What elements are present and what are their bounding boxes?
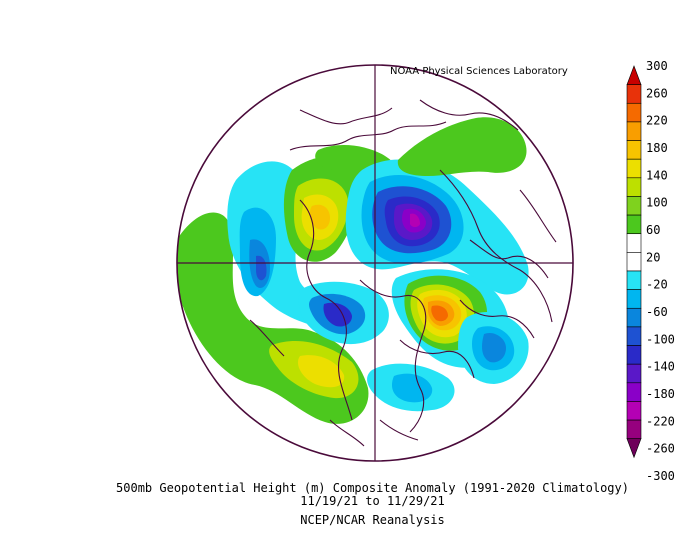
anomaly-field xyxy=(177,117,529,424)
colorbar-box xyxy=(626,121,642,141)
colorbar-box xyxy=(626,214,642,235)
colorbar-label: -180 xyxy=(646,387,675,401)
colorbar-label: -100 xyxy=(646,332,675,346)
colorbar-box xyxy=(626,140,642,160)
colorbar-label: 180 xyxy=(646,141,668,155)
colorbar-box xyxy=(626,401,642,421)
map-border xyxy=(176,64,574,462)
colorbar-label: 220 xyxy=(646,114,668,128)
colorbar-label: 260 xyxy=(646,86,668,100)
colorbar-label: 140 xyxy=(646,168,668,182)
colorbar-top-arrow xyxy=(626,65,642,85)
colorbar-label: 20 xyxy=(646,250,660,264)
data-source: NCEP/NCAR Reanalysis xyxy=(300,513,445,527)
colorbar-label: 300 xyxy=(646,59,668,73)
colorbar-box xyxy=(626,326,642,346)
colorbar-label: -260 xyxy=(646,442,675,456)
date-range: 11/19/21 to 11/29/21 xyxy=(300,494,445,508)
colorbar-box xyxy=(626,270,642,290)
coastlines xyxy=(249,99,557,447)
colorbar-label: -300 xyxy=(646,469,675,483)
colorbar-box xyxy=(626,158,642,179)
colorbar-box xyxy=(626,196,642,216)
credit-text: NOAA Physical Sciences Laboratory xyxy=(390,66,568,77)
colorbar-box xyxy=(626,84,642,104)
colorbar-box xyxy=(626,307,642,328)
map-title: 500mb Geopotential Height (m) Composite … xyxy=(116,481,629,495)
colorbar-label: -140 xyxy=(646,360,675,374)
colorbar-label: -20 xyxy=(646,278,668,292)
colorbar-box xyxy=(626,345,642,365)
colorbar-box xyxy=(626,419,642,440)
colorbar-label: -220 xyxy=(646,414,675,428)
colorbar-box xyxy=(626,382,642,402)
colorbar-box xyxy=(626,289,642,309)
colorbar-box xyxy=(626,102,642,123)
colorbar-bottom-arrow xyxy=(626,438,642,459)
colorbar-box xyxy=(626,252,642,272)
colorbar-label: 100 xyxy=(646,196,668,210)
colorbar-box xyxy=(626,363,642,384)
colorbar-box xyxy=(626,177,642,197)
colorbar-label: -60 xyxy=(646,305,668,319)
colorbar-label: 60 xyxy=(646,223,660,237)
colorbar-box xyxy=(626,233,642,253)
